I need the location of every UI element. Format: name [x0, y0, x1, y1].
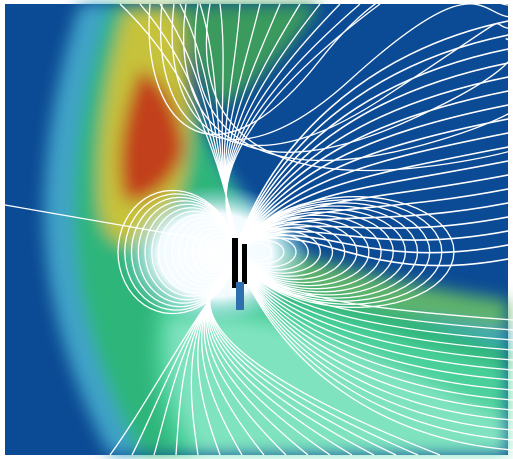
- draped-line: [160, 3, 513, 141]
- tail-line: [237, 261, 513, 351]
- tail-line: [237, 103, 513, 245]
- dipole-line: [130, 196, 239, 308]
- draped-line: [205, 3, 513, 172]
- tail-line: [237, 33, 513, 245]
- tail-line: [237, 237, 513, 267]
- tail-line: [237, 89, 513, 245]
- tail-line: [237, 145, 513, 245]
- tail-line: [237, 215, 513, 245]
- tail-line: [237, 261, 513, 321]
- tail-line: [237, 117, 513, 245]
- sheath-red: [120, 70, 185, 201]
- tail-line: [237, 75, 513, 245]
- earth-marker: [232, 238, 247, 310]
- tail-line: [237, 261, 513, 381]
- draped-line: [182, 3, 513, 153]
- tail-line: [237, 131, 513, 245]
- axis-line: [4, 204, 236, 246]
- tail-line: [237, 261, 513, 441]
- south-line: [208, 261, 375, 456]
- south-line: [209, 261, 441, 456]
- tail-line: [237, 61, 513, 245]
- tail-line: [237, 261, 513, 411]
- field-lines: [109, 0, 513, 456]
- earth-bar: [232, 238, 238, 288]
- earth-bar: [242, 244, 247, 284]
- tail-line: [237, 173, 513, 245]
- dipole-line: [117, 189, 239, 315]
- earth-shadow: [236, 282, 244, 310]
- tail-line: [237, 261, 513, 451]
- tail-line: [237, 261, 513, 391]
- tail-line: [237, 261, 513, 361]
- draped-line: [148, 0, 513, 136]
- tail-line: [237, 234, 513, 254]
- tail-line: [237, 47, 513, 245]
- dipole-line: [124, 193, 239, 311]
- tail-line: [237, 229, 513, 245]
- tail-line: [237, 19, 513, 245]
- tail-line: [237, 261, 513, 371]
- draped-line: [171, 3, 513, 146]
- dipole-line: [137, 200, 239, 304]
- tail-line: [237, 261, 513, 431]
- tail-line: [237, 261, 513, 401]
- tail-line: [237, 261, 513, 421]
- tail-line: [237, 159, 513, 245]
- tail-sheet: [280, 250, 508, 330]
- tail-line: [237, 261, 513, 341]
- tail-line: [237, 201, 513, 245]
- draped-line: [194, 3, 513, 162]
- dipole-line: [198, 231, 239, 273]
- tail-line: [237, 261, 513, 331]
- tail-line: [237, 187, 513, 245]
